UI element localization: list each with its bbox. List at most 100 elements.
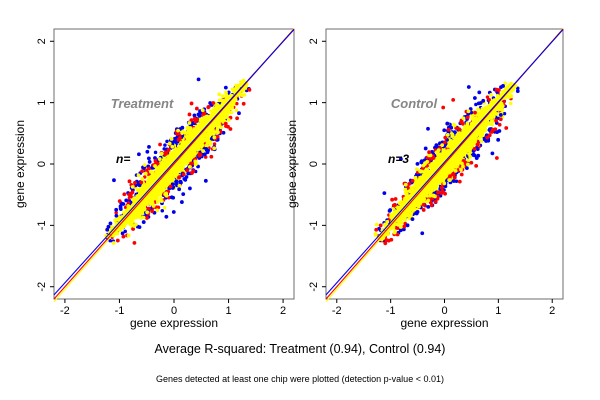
y-tick-label: -2 bbox=[308, 282, 320, 292]
data-point bbox=[202, 152, 207, 157]
y-tick-label: -1 bbox=[308, 220, 320, 230]
data-point bbox=[132, 241, 137, 245]
y-tick-label: 1 bbox=[36, 100, 48, 106]
panel-title: Treatment bbox=[111, 96, 174, 111]
data-point bbox=[220, 113, 225, 118]
data-point bbox=[133, 214, 138, 219]
data-point bbox=[139, 180, 144, 185]
data-point bbox=[146, 206, 151, 211]
data-point bbox=[127, 179, 132, 184]
data-point bbox=[168, 159, 173, 164]
data-point bbox=[141, 220, 146, 224]
data-point bbox=[235, 116, 240, 121]
data-point bbox=[213, 121, 218, 125]
data-point bbox=[132, 201, 136, 206]
data-point bbox=[239, 92, 244, 97]
data-point bbox=[107, 230, 112, 235]
data-point bbox=[247, 87, 252, 92]
data-point bbox=[224, 109, 228, 114]
y-tick-label: -1 bbox=[36, 220, 48, 230]
data-point bbox=[124, 220, 128, 225]
data-point bbox=[151, 173, 155, 177]
data-point bbox=[185, 168, 190, 173]
data-point bbox=[205, 150, 210, 155]
data-point bbox=[166, 172, 171, 177]
data-point bbox=[118, 204, 123, 209]
data-point bbox=[115, 238, 120, 243]
data-point bbox=[201, 123, 206, 127]
data-point bbox=[179, 167, 184, 171]
data-point bbox=[171, 177, 176, 182]
data-point bbox=[233, 89, 238, 94]
data-point bbox=[143, 171, 148, 176]
data-point bbox=[153, 159, 158, 163]
data-point bbox=[139, 192, 143, 197]
data-point bbox=[147, 160, 152, 164]
data-point bbox=[147, 144, 151, 149]
data-point bbox=[117, 199, 122, 204]
data-point bbox=[106, 224, 111, 229]
x-tick-label: -1 bbox=[115, 305, 125, 317]
data-point bbox=[204, 119, 208, 124]
data-point bbox=[132, 224, 136, 228]
data-point bbox=[204, 147, 209, 151]
data-point bbox=[160, 208, 165, 213]
data-point bbox=[181, 172, 186, 177]
data-point bbox=[114, 210, 118, 215]
data-point bbox=[162, 205, 167, 210]
data-point bbox=[197, 112, 202, 117]
x-tick-label: 0 bbox=[441, 305, 447, 317]
data-point bbox=[153, 156, 157, 160]
data-point bbox=[237, 111, 241, 116]
data-point bbox=[224, 90, 228, 95]
data-point bbox=[159, 161, 164, 166]
data-point bbox=[105, 227, 110, 232]
panel-content bbox=[373, 81, 520, 246]
data-point bbox=[203, 131, 207, 136]
data-point bbox=[205, 137, 209, 142]
data-point bbox=[130, 184, 135, 189]
data-point bbox=[147, 166, 151, 171]
data-point bbox=[165, 139, 169, 144]
data-point bbox=[474, 102, 478, 107]
data-point bbox=[228, 127, 233, 131]
data-point bbox=[155, 208, 160, 213]
data-point bbox=[151, 204, 156, 208]
data-point bbox=[199, 127, 203, 132]
data-point bbox=[220, 94, 225, 98]
data-point bbox=[164, 150, 169, 155]
data-point bbox=[136, 207, 141, 211]
data-point bbox=[209, 109, 213, 113]
x-tick-label: 2 bbox=[280, 305, 286, 317]
data-point bbox=[167, 141, 172, 146]
data-point bbox=[155, 199, 160, 204]
data-point bbox=[140, 203, 145, 208]
x-tick-label: -2 bbox=[60, 305, 70, 317]
data-point bbox=[181, 146, 186, 151]
data-point bbox=[179, 158, 183, 162]
data-point bbox=[189, 118, 194, 123]
data-point bbox=[133, 180, 137, 185]
data-point bbox=[205, 141, 210, 145]
data-point bbox=[136, 188, 141, 192]
data-point bbox=[226, 118, 231, 122]
data-point bbox=[170, 144, 175, 149]
data-point bbox=[149, 169, 153, 174]
data-point bbox=[137, 152, 141, 157]
data-point bbox=[209, 114, 214, 119]
data-point bbox=[196, 147, 201, 152]
x-tick-label: 1 bbox=[225, 305, 231, 317]
data-point bbox=[159, 151, 164, 156]
data-point bbox=[188, 186, 192, 191]
data-point bbox=[164, 161, 169, 165]
data-point bbox=[170, 173, 174, 177]
data-point bbox=[156, 171, 161, 176]
data-point bbox=[214, 109, 219, 113]
data-point bbox=[235, 101, 239, 106]
data-point bbox=[166, 148, 171, 152]
data-point bbox=[192, 116, 197, 121]
data-point bbox=[201, 149, 206, 153]
data-point bbox=[194, 106, 199, 111]
data-point bbox=[226, 124, 230, 129]
data-point bbox=[157, 157, 162, 161]
